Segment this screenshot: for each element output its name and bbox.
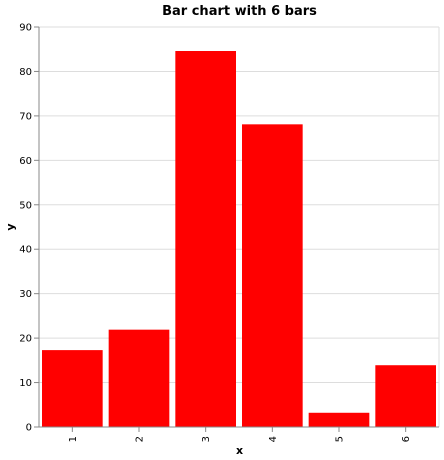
axes: 0 10 20 30 40 50 60 70 80 90 1 2 3 4 5 6 <box>19 23 439 442</box>
bars <box>42 51 436 427</box>
y-tick-label: 80 <box>19 67 32 78</box>
bar-2 <box>108 329 170 427</box>
y-tick-label: 60 <box>19 156 32 167</box>
y-tick-label: 10 <box>19 378 32 389</box>
gridlines <box>39 26 440 428</box>
y-tick-label: 70 <box>19 111 32 122</box>
bar-1 <box>42 350 103 427</box>
y-tick-label: 30 <box>19 289 32 300</box>
x-tick-label: 5 <box>335 436 346 442</box>
y-tick-label: 40 <box>19 245 32 256</box>
y-tick-label: 90 <box>19 23 32 34</box>
x-tick-label: 1 <box>68 436 79 442</box>
x-tick-label: 2 <box>135 436 146 442</box>
bar-4 <box>242 124 303 427</box>
bar-3 <box>175 51 236 427</box>
x-axis-title: x <box>236 444 243 457</box>
y-tick-label: 0 <box>26 423 32 434</box>
y-axis-title: y <box>4 223 17 230</box>
y-tick-label: 20 <box>19 334 32 345</box>
y-tick-label: 50 <box>19 200 32 211</box>
x-tick-label: 6 <box>401 436 412 442</box>
bar-5 <box>308 412 370 427</box>
chart-title: Bar chart with 6 bars <box>162 4 317 19</box>
x-tick-label: 4 <box>268 436 279 442</box>
bar-6 <box>375 365 436 427</box>
x-tick-label: 3 <box>201 436 212 442</box>
